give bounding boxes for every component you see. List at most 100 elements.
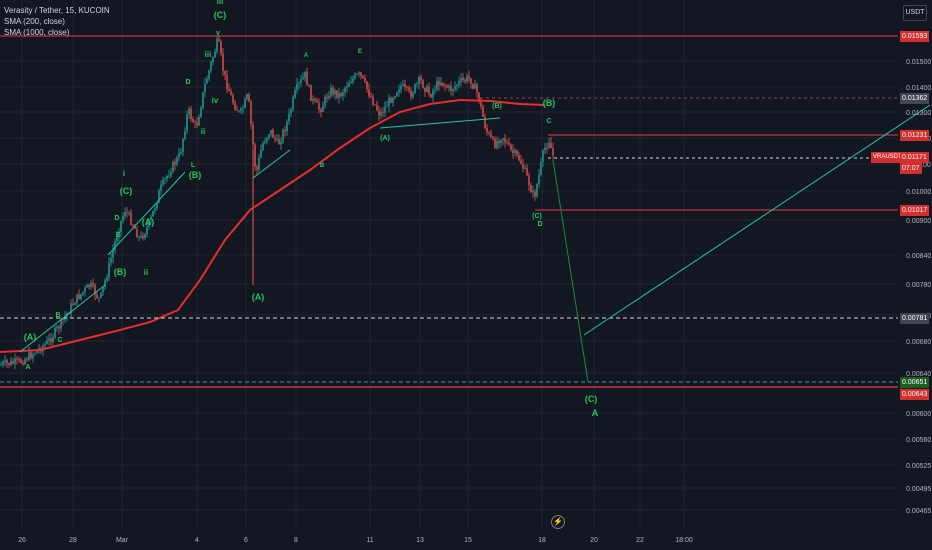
candle-body <box>356 74 358 75</box>
candle-body <box>322 105 324 113</box>
candle-body <box>504 138 506 143</box>
candle-body <box>18 359 20 360</box>
candle-body <box>52 337 54 342</box>
candle-body <box>462 77 464 80</box>
candle-body <box>500 139 502 144</box>
candle-body <box>222 53 224 71</box>
time-axis-label: 4 <box>195 537 199 544</box>
candle-body <box>414 84 416 93</box>
candle-body <box>158 190 160 204</box>
candle-body <box>216 38 218 52</box>
candle-body <box>92 282 94 286</box>
candle-body <box>128 212 130 214</box>
candle-body <box>466 76 468 82</box>
time-axis[interactable]: 26 28 Mar 4 6 8 11 13 15 18 20 22 18:00 <box>18 537 693 544</box>
candle-body <box>196 122 198 126</box>
candle-body <box>206 78 208 84</box>
candle-body <box>280 141 282 145</box>
candle-body <box>154 208 156 211</box>
candle-body <box>412 92 414 98</box>
price-axis-label: 0.00780 <box>906 282 931 289</box>
candle-body <box>72 303 74 305</box>
candle-body <box>386 106 388 108</box>
moving-averages <box>0 98 546 353</box>
candle-body <box>212 57 214 62</box>
candle-body <box>456 84 458 87</box>
lightning-icon[interactable]: ⚡ <box>551 515 565 529</box>
wave-label-B-paren-right: (B) <box>492 103 502 110</box>
legend-sma1000[interactable]: SMA (1000, close) <box>4 28 70 37</box>
candle-body <box>168 175 170 177</box>
price-tag-resistance-mid: 0.01231 <box>900 130 930 141</box>
candle-body <box>306 71 308 86</box>
candle-body <box>548 142 550 148</box>
candle-body <box>80 293 82 299</box>
candle-body <box>380 112 382 116</box>
candle-body <box>54 327 56 338</box>
candle-body <box>416 83 418 85</box>
candle-body <box>522 163 524 169</box>
candle-body <box>284 130 286 132</box>
candle-body <box>136 228 138 238</box>
candle-body <box>446 85 448 88</box>
price-axis-label: 0.01000 <box>906 189 931 196</box>
candle-body <box>520 160 522 164</box>
wave-label-iii: iii <box>217 0 224 6</box>
candle-body <box>374 104 376 106</box>
candle-body <box>384 106 386 113</box>
price-axis-label: 0.01400 <box>906 85 931 92</box>
currency-button[interactable]: USDT <box>903 5 927 21</box>
time-axis-label: 28 <box>69 537 77 544</box>
candle-body <box>10 360 12 366</box>
candle-body <box>4 360 6 363</box>
candle-body <box>432 90 434 98</box>
candle-body <box>372 97 374 105</box>
candle-body <box>262 143 264 150</box>
candle-body <box>434 89 436 91</box>
candle-body <box>108 262 110 278</box>
candle-body <box>472 84 474 89</box>
candle-body <box>310 84 312 101</box>
time-axis-label: 11 <box>366 537 373 544</box>
candle-body <box>278 138 280 145</box>
candle-body <box>210 61 212 71</box>
symbol-tag: VRAUSDT <box>871 152 904 163</box>
candle-body <box>26 359 28 360</box>
chart-legend: Verasity / Tether, 15, KUCOIN SMA (200, … <box>4 5 110 38</box>
candle-body <box>454 86 456 90</box>
candle-body <box>226 75 228 89</box>
candle-body <box>534 191 536 197</box>
time-axis-label: Mar <box>116 537 129 544</box>
candle-body <box>166 175 168 179</box>
trend-line <box>252 149 291 179</box>
candle-body <box>498 141 500 144</box>
candle-body <box>48 338 50 341</box>
candle-body <box>156 203 158 209</box>
candle-body <box>442 82 444 86</box>
candle-body <box>2 362 4 365</box>
candle-body <box>124 212 126 217</box>
candle-body <box>338 92 340 98</box>
candle-body <box>352 78 354 83</box>
horizontal-levels[interactable] <box>0 35 898 388</box>
candle-body <box>176 157 178 165</box>
candle-body <box>24 359 26 365</box>
candle-body <box>182 138 184 152</box>
candle-body <box>246 94 248 99</box>
candle-body <box>100 292 102 298</box>
candle-body <box>494 138 496 148</box>
wave-label-A-mid: A <box>304 53 309 59</box>
candle-body <box>204 83 206 93</box>
legend-sma200[interactable]: SMA (200, close) <box>4 17 65 26</box>
trend-lines[interactable] <box>19 104 931 383</box>
candle-body <box>180 151 182 154</box>
candle-body <box>296 83 298 91</box>
wave-label-A-bottom: (A) <box>252 292 265 302</box>
candle-body <box>200 107 202 117</box>
candle-body <box>422 80 424 88</box>
time-axis-label: 18:00 <box>675 537 693 544</box>
candle-body <box>430 94 432 98</box>
candle-body <box>86 284 88 288</box>
candle-body <box>256 166 258 170</box>
